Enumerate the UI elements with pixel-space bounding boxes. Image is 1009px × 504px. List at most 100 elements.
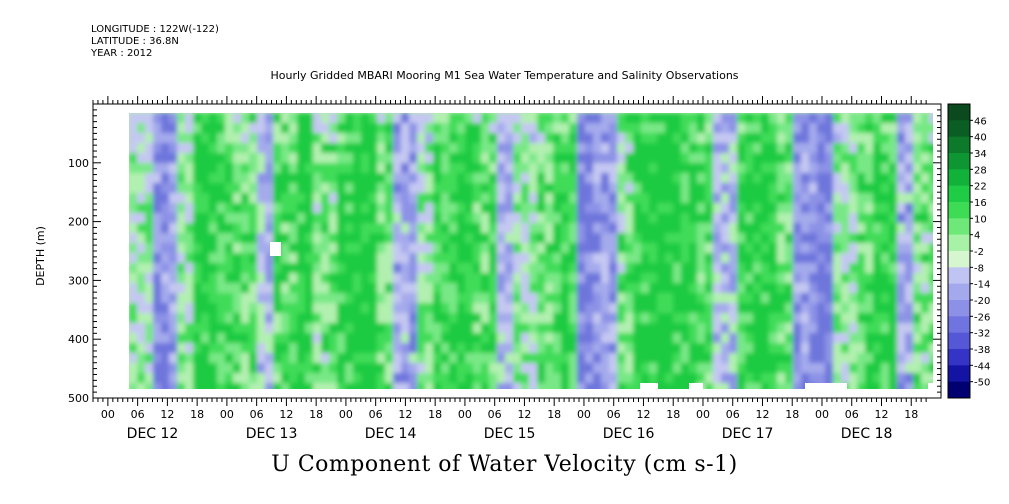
field-cell [529, 373, 538, 384]
field-cell [713, 123, 722, 134]
field-cell [177, 293, 186, 304]
field-cell [585, 283, 594, 294]
field-cell [889, 283, 898, 294]
field-cell [137, 153, 146, 164]
field-cell [401, 383, 410, 389]
field-cell [465, 133, 474, 144]
field-cell [833, 203, 842, 214]
field-cell [769, 303, 778, 314]
field-cell [665, 213, 674, 224]
field-cell [513, 303, 522, 314]
field-cell [441, 303, 450, 314]
field-cell [897, 283, 906, 294]
field-cell [913, 273, 922, 284]
field-cell [809, 223, 818, 234]
field-cell [281, 333, 290, 344]
field-cell [737, 143, 746, 154]
field-cell [241, 113, 250, 124]
field-cell [713, 203, 722, 214]
field-cell [649, 113, 658, 124]
field-cell [169, 343, 178, 354]
field-cell [929, 183, 933, 194]
field-cell [265, 143, 274, 154]
field-cell [225, 193, 234, 204]
field-cell [161, 183, 170, 194]
field-cell [185, 153, 194, 164]
field-cell [841, 163, 850, 174]
field-cell [361, 243, 370, 254]
field-cell [929, 193, 933, 204]
field-cell [161, 253, 170, 264]
field-cell [593, 243, 602, 254]
field-cell [745, 223, 754, 234]
field-cell [353, 153, 362, 164]
field-cell [169, 323, 178, 334]
field-cell [929, 173, 933, 184]
field-cell [273, 273, 282, 284]
field-cell [537, 373, 546, 384]
field-cell [721, 323, 730, 334]
field-cell [249, 283, 258, 294]
field-cell [785, 343, 794, 354]
field-cell [561, 273, 570, 284]
field-cell [569, 323, 578, 334]
field-cell [641, 243, 650, 254]
field-cell [409, 373, 418, 384]
field-cell [137, 333, 146, 344]
field-cell [537, 303, 546, 314]
field-cell [921, 203, 930, 214]
field-cell [161, 303, 170, 314]
year-label: YEAR : 2012 [91, 48, 153, 59]
field-cell [793, 123, 802, 134]
field-cell [777, 303, 786, 314]
field-cell [217, 183, 226, 194]
field-cell [161, 373, 170, 384]
field-cell [633, 123, 642, 134]
field-cell [553, 143, 562, 154]
field-cell [401, 233, 410, 244]
field-cell [153, 373, 162, 384]
field-cell [441, 173, 450, 184]
field-cell [201, 303, 210, 314]
field-cell [857, 153, 866, 164]
field-cell [753, 113, 762, 124]
colorbar-label: 46 [974, 116, 987, 127]
field-cell [873, 373, 882, 384]
field-cell [705, 123, 714, 134]
field-cell [505, 173, 514, 184]
field-cell [801, 303, 810, 314]
field-cell [473, 263, 482, 274]
field-cell [489, 163, 498, 174]
field-cell [137, 133, 146, 144]
field-cell [721, 373, 730, 384]
field-cell [361, 313, 370, 324]
field-cell [857, 243, 866, 254]
field-cell [169, 183, 178, 194]
field-cell [561, 133, 570, 144]
field-cell [705, 243, 714, 254]
field-cell [297, 313, 306, 324]
field-cell [417, 363, 426, 374]
field-cell [441, 333, 450, 344]
field-cell [849, 123, 858, 134]
field-cell [705, 233, 714, 244]
field-cell [225, 233, 234, 244]
field-cell [649, 293, 658, 304]
field-cell [569, 263, 578, 274]
field-cell [257, 293, 266, 304]
field-cell [761, 333, 770, 344]
field-cell [673, 263, 682, 274]
field-cell [633, 203, 642, 214]
field-cell [257, 183, 266, 194]
field-cell [753, 123, 762, 134]
field-cell [785, 323, 794, 334]
field-cell [537, 273, 546, 284]
field-cell [217, 293, 226, 304]
field-cell [265, 233, 274, 244]
field-cell [649, 143, 658, 154]
field-cell [545, 223, 554, 234]
field-cell [785, 243, 794, 254]
field-cell [273, 283, 282, 294]
colorbar-swatch [948, 153, 970, 170]
field-cell [609, 383, 618, 389]
